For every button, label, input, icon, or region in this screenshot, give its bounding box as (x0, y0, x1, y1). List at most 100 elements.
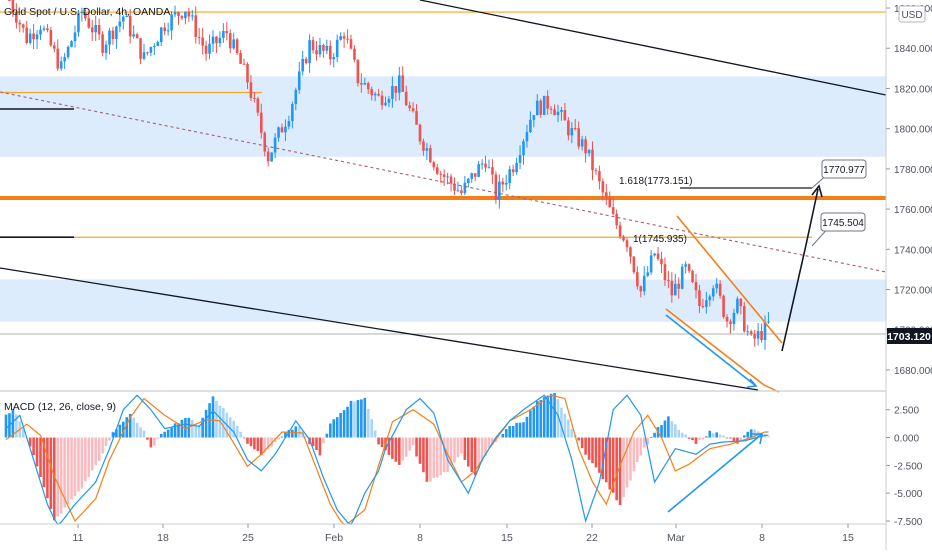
histogram-bar (304, 436, 308, 438)
candle-body (263, 132, 267, 152)
candle-body (356, 59, 360, 84)
macd-axis[interactable]: 2.500 0.000 -2.500 -5.000 -7.500 (886, 406, 923, 528)
histogram-bar (691, 437, 694, 441)
candle-body (394, 86, 398, 93)
target-callout-lower[interactable]: 1745.504 (820, 212, 866, 232)
candle-body (260, 112, 263, 133)
target-upper-label: 1770.977 (823, 165, 865, 176)
candle-body (104, 44, 108, 53)
histogram-bar (473, 437, 477, 476)
candle-body (442, 174, 446, 177)
currency-badge[interactable]: USD (898, 5, 926, 23)
histogram-bar (177, 423, 180, 438)
candle-body (446, 176, 449, 178)
histogram-bar (15, 414, 18, 438)
candle-body (63, 57, 66, 62)
candle-body (77, 13, 80, 33)
candle-body (342, 36, 346, 39)
histogram-bar (77, 437, 80, 492)
candle-body (325, 45, 329, 51)
candle-body (128, 15, 132, 37)
histogram-bar (767, 436, 770, 438)
candle-body (142, 52, 146, 59)
candle-body (539, 100, 543, 115)
histogram-bar (149, 437, 153, 448)
candle-body (753, 334, 756, 339)
price-tick-label: 1800.000 (894, 125, 932, 136)
descending-trendline-upper (419, 0, 887, 96)
candle-body (453, 183, 456, 191)
candle-body (563, 110, 567, 121)
candle-body (201, 37, 204, 46)
candle-body (439, 173, 442, 175)
histogram-bar (467, 437, 470, 467)
candle-body (39, 29, 42, 35)
price-axis[interactable]: 1860.0001840.0001820.0001800.0001780.000… (886, 4, 932, 377)
candle-body (622, 236, 625, 241)
histogram-bar (567, 419, 570, 438)
histogram-bar (135, 422, 139, 438)
histogram-bar (625, 437, 629, 488)
candle-body (311, 40, 315, 51)
candle-body (418, 124, 422, 142)
candle-body (508, 169, 511, 183)
candle-body (42, 28, 46, 30)
histogram-bar (515, 422, 518, 438)
candle-body (291, 103, 294, 122)
candle-body (35, 34, 39, 40)
current-price-tag[interactable]: 1703.120 (887, 328, 932, 344)
histogram-bar (142, 430, 146, 438)
time-tick-label: 22 (586, 532, 598, 544)
candle-body (639, 286, 643, 292)
histogram-bar (94, 437, 97, 466)
currency-label: USD (901, 10, 922, 21)
histogram-bar (325, 433, 329, 438)
candle-body (294, 89, 298, 104)
candle-body (487, 167, 491, 169)
time-tick-label: 8 (759, 532, 765, 544)
target-callout-upper[interactable]: 1770.977 (821, 159, 867, 179)
candle-body (608, 197, 612, 208)
candle-body (415, 111, 418, 125)
histogram-bar (711, 433, 715, 438)
candle-body (411, 108, 415, 112)
candle-body (373, 93, 377, 96)
histogram-bar (46, 437, 49, 499)
histogram-bar (556, 399, 560, 438)
histogram-bar (153, 437, 156, 446)
histogram-bar (746, 431, 750, 438)
candle-body (153, 46, 156, 48)
histogram-bar (180, 419, 184, 438)
histogram-bar (156, 437, 160, 439)
histogram-bar (270, 437, 273, 447)
candle-body (743, 306, 746, 332)
candle-body (625, 240, 629, 248)
candle-body (667, 280, 670, 282)
candle-body (180, 15, 184, 19)
histogram-bar (408, 437, 411, 451)
histogram-bar (284, 432, 287, 438)
candle-body (363, 83, 367, 85)
histogram-bar (411, 437, 415, 446)
histogram-bar (260, 437, 263, 456)
candle-body (270, 152, 273, 162)
time-axis[interactable]: 11 18 25 Feb 8 15 22 Mar 8 15 (73, 524, 854, 544)
histogram-bar (577, 437, 580, 441)
candle-body (663, 264, 667, 281)
histogram-bar (315, 437, 318, 451)
candle-body (70, 41, 73, 47)
histogram-bar (611, 437, 615, 493)
candle-body (139, 38, 142, 59)
histogram-bar (66, 437, 70, 505)
histogram-bar (266, 437, 270, 450)
candle-body (536, 100, 539, 116)
histogram-bar (549, 393, 553, 438)
histogram-bar (159, 433, 163, 438)
histogram-bar (277, 437, 280, 440)
candle-body (722, 295, 725, 317)
histogram-bar (391, 437, 394, 459)
descending-trendline-lower (0, 267, 759, 391)
candle-body (118, 21, 122, 27)
histogram-bar (680, 432, 684, 438)
